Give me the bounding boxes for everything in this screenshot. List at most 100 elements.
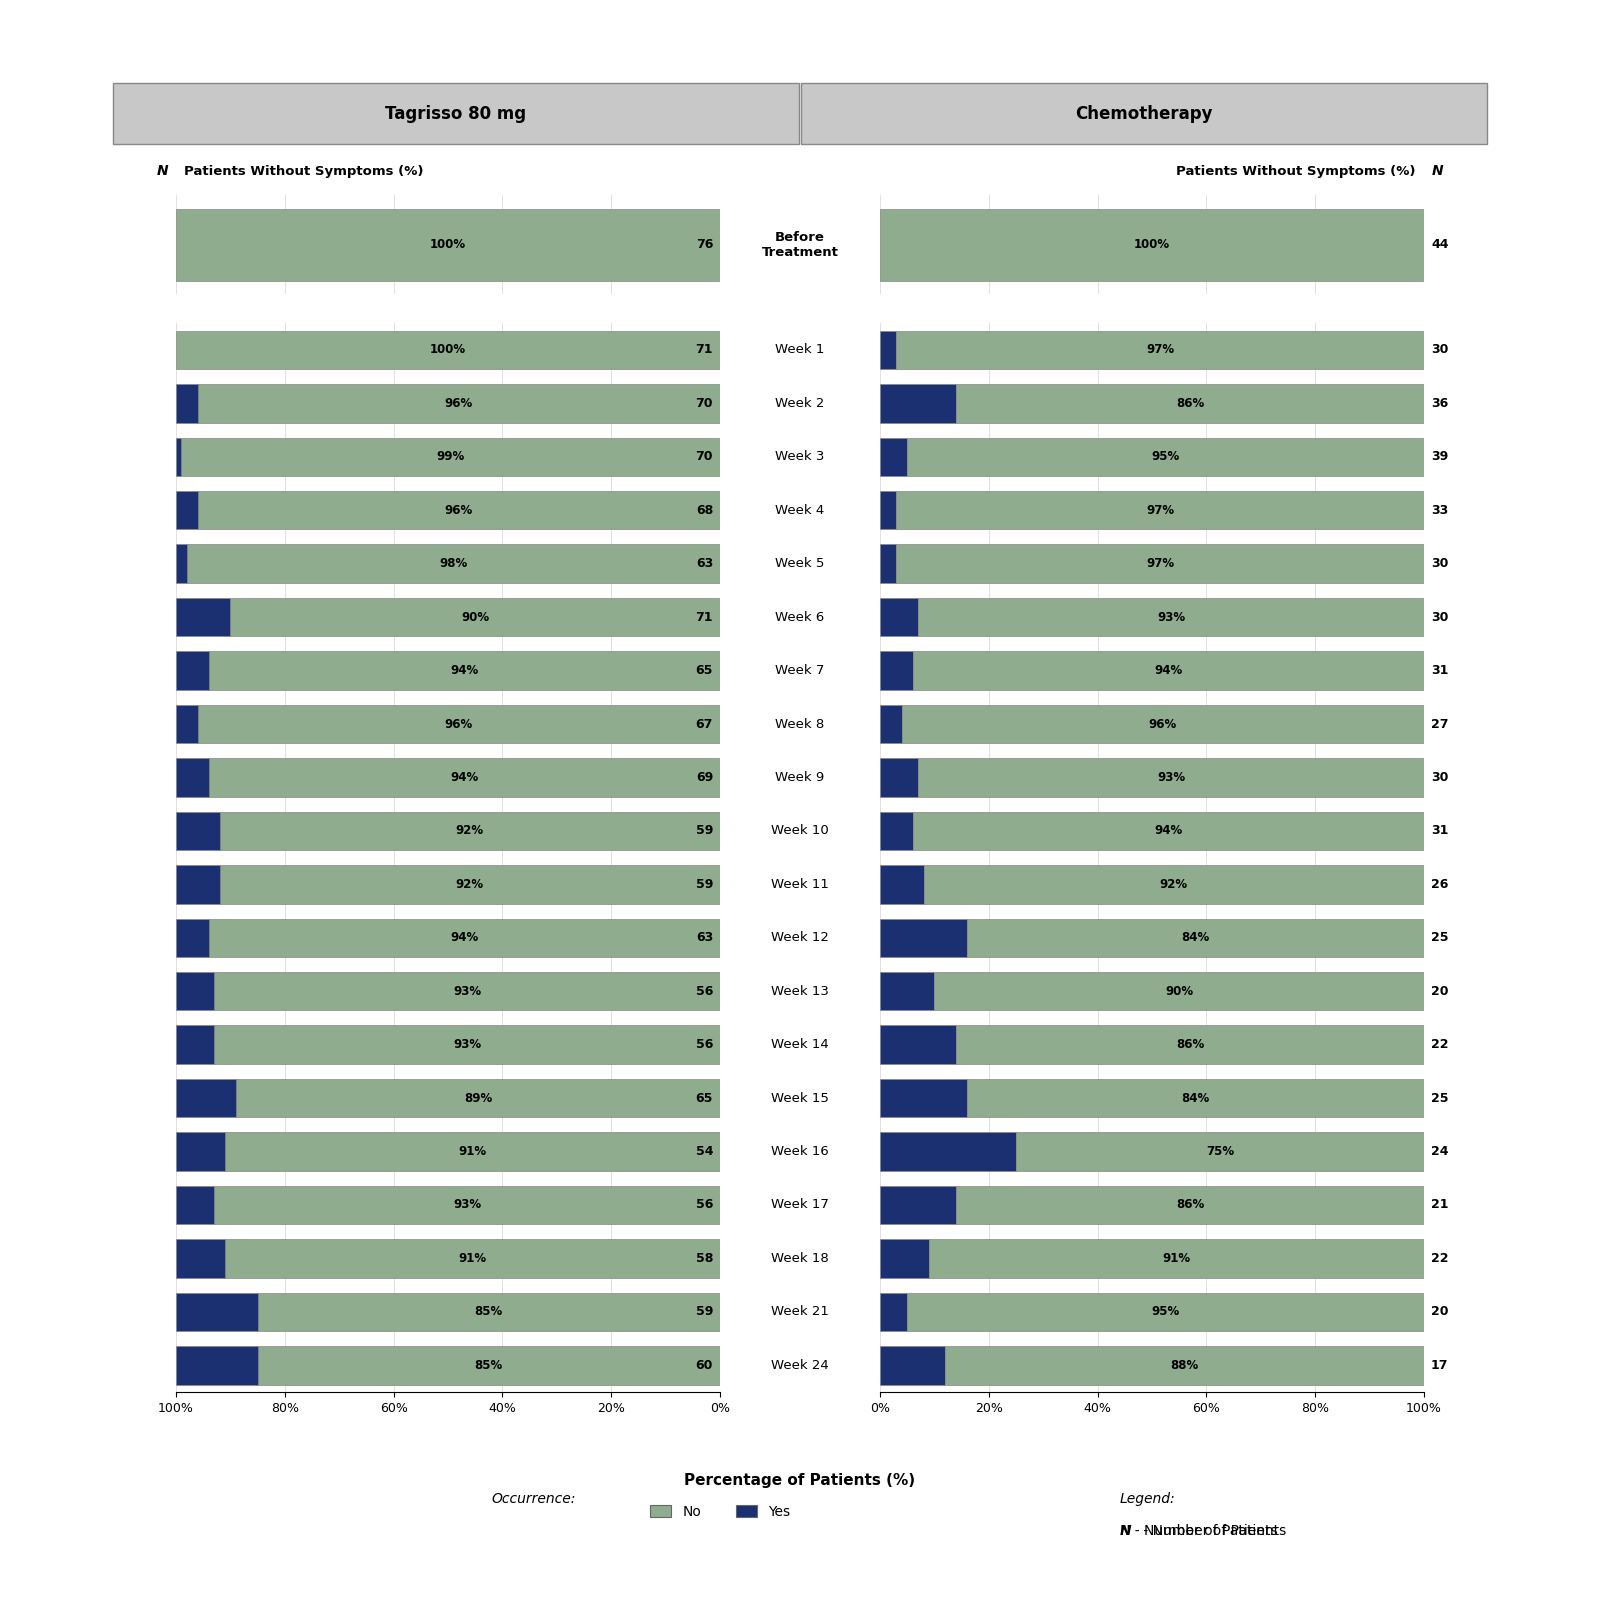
Bar	[176, 1078, 235, 1117]
Text: Week 10: Week 10	[771, 824, 829, 837]
Text: 96%: 96%	[445, 504, 474, 517]
Bar	[880, 598, 918, 637]
Text: Before
Treatment: Before Treatment	[762, 230, 838, 259]
Bar	[946, 1346, 1424, 1384]
Bar	[176, 1238, 226, 1278]
Text: 95%: 95%	[1152, 450, 1179, 464]
Bar	[880, 866, 923, 904]
Bar	[176, 758, 208, 797]
Bar	[176, 1026, 214, 1064]
Bar	[176, 811, 219, 850]
Text: N: N	[1432, 165, 1443, 178]
Text: Percentage of Patients (%): Percentage of Patients (%)	[685, 1472, 915, 1488]
Bar	[230, 598, 720, 637]
Bar	[880, 918, 966, 957]
Text: 94%: 94%	[1154, 664, 1182, 677]
Text: 21: 21	[1430, 1198, 1448, 1211]
Bar	[187, 544, 720, 582]
Bar	[176, 651, 208, 690]
Bar	[176, 918, 208, 957]
Bar	[208, 758, 720, 797]
Text: 97%: 97%	[1146, 504, 1174, 517]
Bar	[880, 384, 957, 422]
Text: 54: 54	[696, 1146, 714, 1158]
Text: 63: 63	[696, 931, 714, 944]
Text: Week 6: Week 6	[776, 611, 824, 624]
Text: 24: 24	[1430, 1146, 1448, 1158]
Text: 68: 68	[696, 504, 714, 517]
Text: Patients Without Symptoms (%): Patients Without Symptoms (%)	[1176, 165, 1416, 178]
Text: 60: 60	[696, 1358, 714, 1371]
Text: 36: 36	[1430, 397, 1448, 410]
Text: Week 12: Week 12	[771, 931, 829, 944]
Text: 20: 20	[1430, 1306, 1448, 1318]
Text: 31: 31	[1430, 664, 1448, 677]
Text: 30: 30	[1430, 557, 1448, 570]
Text: 92%: 92%	[456, 824, 483, 837]
Bar	[880, 210, 1424, 280]
Text: 76: 76	[696, 238, 714, 251]
Bar	[912, 651, 1424, 690]
Text: - Number of Patients: - Number of Patients	[1139, 1525, 1286, 1538]
Text: 33: 33	[1430, 504, 1448, 517]
Bar	[176, 544, 187, 582]
Text: 91%: 91%	[1163, 1251, 1190, 1266]
Bar	[896, 491, 1424, 530]
Text: Chemotherapy: Chemotherapy	[1075, 104, 1213, 123]
Bar	[907, 1293, 1424, 1331]
Text: 86%: 86%	[1176, 397, 1205, 410]
Text: Week 17: Week 17	[771, 1198, 829, 1211]
Bar	[880, 1078, 966, 1117]
Bar	[176, 866, 219, 904]
Bar	[880, 544, 896, 582]
Text: Legend:: Legend:	[1120, 1493, 1176, 1506]
Bar	[957, 1026, 1424, 1064]
Bar	[258, 1346, 720, 1384]
Bar	[198, 704, 720, 744]
Bar	[966, 918, 1424, 957]
Text: 30: 30	[1430, 771, 1448, 784]
Text: Week 7: Week 7	[776, 664, 824, 677]
Text: 92%: 92%	[1160, 878, 1187, 891]
Bar	[896, 331, 1424, 370]
Text: Week 13: Week 13	[771, 984, 829, 998]
Bar	[880, 1238, 930, 1278]
Bar	[181, 437, 720, 477]
Text: 85%: 85%	[475, 1306, 502, 1318]
Bar	[214, 1186, 720, 1224]
Text: 100%: 100%	[1134, 238, 1170, 251]
Text: 94%: 94%	[450, 771, 478, 784]
Text: 26: 26	[1430, 878, 1448, 891]
Bar	[214, 971, 720, 1011]
Text: Week 9: Week 9	[776, 771, 824, 784]
Text: 30: 30	[1430, 344, 1448, 357]
Bar	[880, 811, 912, 850]
Text: 75%: 75%	[1206, 1146, 1234, 1158]
Text: 99%: 99%	[437, 450, 466, 464]
Text: 31: 31	[1430, 824, 1448, 837]
Text: 95%: 95%	[1152, 1306, 1179, 1318]
Bar	[176, 491, 198, 530]
Text: 94%: 94%	[450, 931, 478, 944]
Bar	[880, 437, 907, 477]
Text: Tagrisso 80 mg: Tagrisso 80 mg	[386, 104, 526, 123]
Text: Week 21: Week 21	[771, 1306, 829, 1318]
Bar	[880, 758, 918, 797]
Text: 71: 71	[696, 611, 714, 624]
Bar	[880, 651, 912, 690]
Bar	[208, 651, 720, 690]
Text: 91%: 91%	[459, 1251, 486, 1266]
Text: Week 16: Week 16	[771, 1146, 829, 1158]
Text: 97%: 97%	[1146, 557, 1174, 570]
Text: Week 4: Week 4	[776, 504, 824, 517]
Text: 84%: 84%	[1181, 1091, 1210, 1104]
FancyBboxPatch shape	[802, 83, 1486, 144]
Text: Week 18: Week 18	[771, 1251, 829, 1266]
Text: 86%: 86%	[1176, 1038, 1205, 1051]
Bar	[176, 1186, 214, 1224]
Bar	[957, 384, 1424, 422]
Bar	[235, 1078, 720, 1117]
Bar	[176, 971, 214, 1011]
Bar	[176, 1133, 226, 1171]
Bar	[918, 598, 1424, 637]
